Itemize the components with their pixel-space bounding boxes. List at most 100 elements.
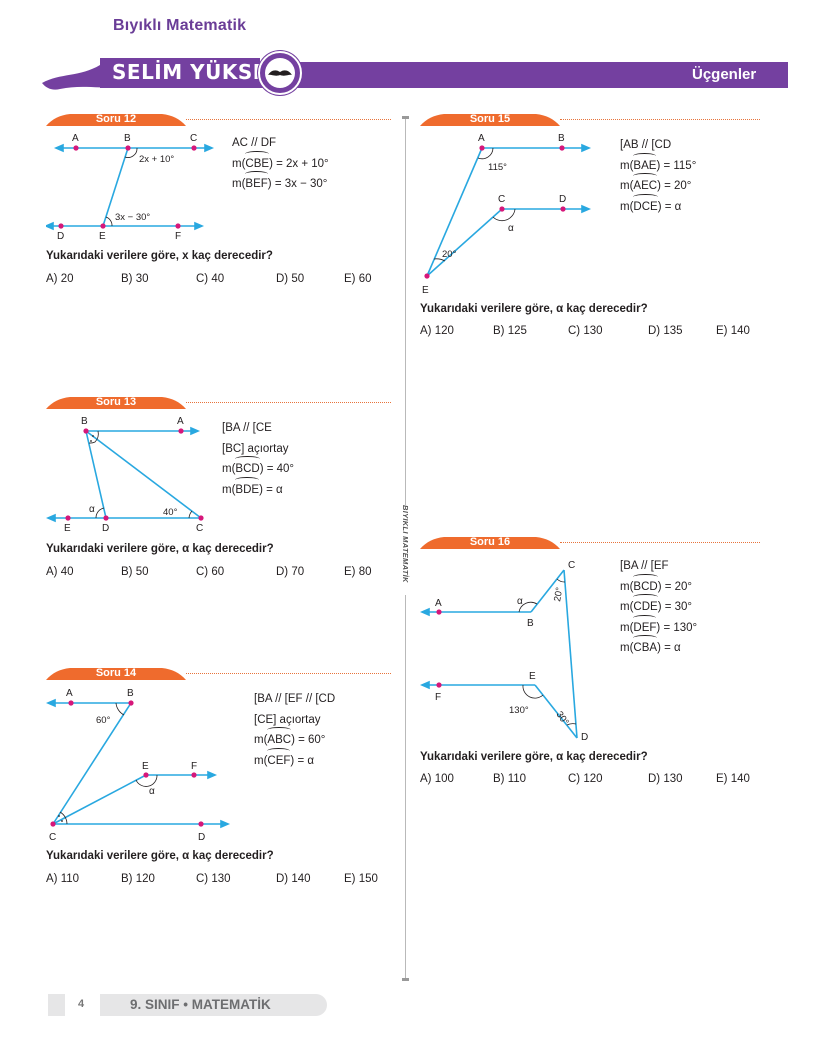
- given-list: [BA // [EF m(BCD) = 20° m(CDE) = 30° m(D…: [620, 556, 697, 659]
- question-prompt: Yukarıdaki verilere göre, x kaç derecedi…: [46, 250, 273, 262]
- svg-text:130°: 130°: [509, 705, 529, 716]
- option-d[interactable]: D) 135: [648, 325, 683, 337]
- question-tab-label: Soru 13: [95, 396, 137, 408]
- dotted-rule: [186, 402, 391, 403]
- svg-text:C: C: [196, 523, 203, 532]
- option-b[interactable]: B) 120: [121, 873, 155, 885]
- question-prompt: Yukarıdaki verilere göre, α kaç derecedi…: [46, 850, 274, 862]
- svg-text:C: C: [498, 194, 505, 205]
- question-prompt: Yukarıdaki verilere göre, α kaç derecedi…: [420, 751, 648, 763]
- svg-text:C: C: [568, 560, 575, 571]
- svg-text:C: C: [190, 133, 197, 144]
- dotted-rule: [186, 673, 391, 674]
- option-b[interactable]: B) 125: [493, 325, 527, 337]
- option-b[interactable]: B) 50: [121, 566, 149, 578]
- svg-text:F: F: [175, 231, 181, 241]
- svg-text:F: F: [191, 761, 197, 772]
- option-d[interactable]: D) 50: [276, 273, 305, 285]
- question-13: Soru 13 B A E D C α 40° [BA // [CE [BC] …: [46, 396, 391, 586]
- dotted-rule: [560, 119, 760, 120]
- question-prompt: Yukarıdaki verilere göre, α kaç derecedi…: [46, 543, 274, 555]
- given-item: m(CEF) = α: [254, 747, 335, 772]
- given-item: [BA // [EF: [620, 560, 669, 572]
- option-e[interactable]: E) 80: [344, 566, 372, 578]
- figure-14: A B E F C D α 60°: [46, 688, 231, 843]
- svg-text:3x − 30°: 3x − 30°: [115, 212, 150, 223]
- brand-name: SELİM YÜKSEL: [112, 60, 281, 84]
- question-15: Soru 15 A B C D E α 115° 20° [AB // [CD …: [420, 113, 765, 343]
- svg-text:20°: 20°: [442, 249, 457, 260]
- given-item: [BC] açıortay: [222, 442, 289, 455]
- svg-text:α: α: [508, 223, 514, 234]
- question-tab-shape: [46, 114, 186, 126]
- brand-subtitle: Bıyıklı Matematik: [113, 17, 247, 34]
- svg-text:D: D: [559, 194, 566, 205]
- option-d[interactable]: D) 130: [648, 773, 683, 785]
- footer-pill: [100, 994, 327, 1016]
- svg-text:A: A: [478, 133, 485, 144]
- svg-text:B: B: [124, 133, 131, 144]
- option-e[interactable]: E) 60: [344, 273, 372, 285]
- option-e[interactable]: E) 140: [716, 773, 750, 785]
- option-a[interactable]: A) 100: [420, 773, 454, 785]
- given-item: m(CBA) = α: [620, 635, 697, 659]
- footer-marker: [48, 994, 65, 1016]
- option-e[interactable]: E) 140: [716, 325, 750, 337]
- given-item: m(DEF) = 130°: [620, 614, 697, 639]
- dotted-rule: [560, 542, 760, 543]
- mustache-icon: [268, 70, 292, 76]
- question-prompt: Yukarıdaki verilere göre, α kaç derecedi…: [420, 303, 648, 315]
- option-b[interactable]: B) 30: [121, 273, 149, 285]
- option-d[interactable]: D) 140: [276, 873, 311, 885]
- svg-text:α: α: [517, 596, 523, 607]
- option-c[interactable]: C) 130: [568, 325, 603, 337]
- given-item: m(CDE) = 30°: [620, 594, 697, 618]
- option-c[interactable]: C) 40: [196, 273, 225, 285]
- question-tab-label: Soru 15: [469, 113, 511, 125]
- question-tab-shape: [420, 537, 560, 549]
- question-tab-shape: [46, 668, 186, 680]
- question-12: Soru 12 A B C D E F 2x + 10° 3x − 30° AC…: [46, 113, 391, 293]
- svg-text:60°: 60°: [96, 715, 111, 726]
- option-d[interactable]: D) 70: [276, 566, 305, 578]
- logo-badge: [258, 51, 302, 95]
- given-item: m(BAE) = 115°: [620, 152, 696, 177]
- given-item: m(BDE) = α: [222, 476, 294, 501]
- svg-text:α: α: [89, 504, 95, 515]
- page-number: 4: [78, 998, 85, 1010]
- figure-13: B A E D C α 40°: [46, 416, 204, 532]
- svg-text:D: D: [581, 732, 588, 743]
- vertical-brand-label: BIYIKLI MATEMATİK: [392, 505, 416, 595]
- option-c[interactable]: C) 120: [568, 773, 603, 785]
- svg-text:D: D: [57, 231, 64, 241]
- svg-text:D: D: [198, 832, 205, 843]
- given-list: [BA // [CE [BC] açıortay m(BCD) = 40° m(…: [222, 418, 294, 500]
- figure-16: C A B E F D α 130° 20° 30°: [420, 560, 588, 743]
- svg-text:A: A: [72, 133, 79, 144]
- option-c[interactable]: C) 60: [196, 566, 225, 578]
- option-a[interactable]: A) 40: [46, 566, 74, 578]
- given-list: AC // DF m(CBE) = 2x + 10° m(BEF) = 3x −…: [232, 133, 329, 195]
- svg-text:D: D: [102, 523, 109, 532]
- given-list: [AB // [CD m(BAE) = 115° m(AEC) = 20° m(…: [620, 135, 696, 217]
- option-b[interactable]: B) 110: [493, 773, 527, 785]
- svg-text:40°: 40°: [163, 507, 178, 518]
- question-tab-shape: [46, 397, 186, 409]
- question-tab-label: Soru 16: [469, 536, 511, 548]
- question-16: Soru 16 C A B E F D α 130° 20° 30°: [420, 536, 765, 791]
- option-a[interactable]: A) 110: [46, 873, 80, 885]
- option-c[interactable]: C) 130: [196, 873, 231, 885]
- figure-12: A B C D E F 2x + 10° 3x − 30°: [46, 133, 215, 241]
- option-a[interactable]: A) 20: [46, 273, 74, 285]
- option-e[interactable]: E) 150: [344, 873, 378, 885]
- svg-text:A: A: [66, 688, 73, 699]
- given-item: m(CBE) = 2x + 10°: [232, 150, 329, 175]
- svg-text:B: B: [558, 133, 565, 144]
- question-tab-shape: [420, 114, 560, 126]
- svg-text:E: E: [142, 761, 149, 772]
- footer-title: 9. SINIF • MATEMATİK: [130, 997, 271, 1012]
- svg-text:E: E: [64, 523, 71, 532]
- svg-text:115°: 115°: [488, 162, 507, 173]
- svg-text:B: B: [527, 618, 534, 629]
- option-a[interactable]: A) 120: [420, 325, 454, 337]
